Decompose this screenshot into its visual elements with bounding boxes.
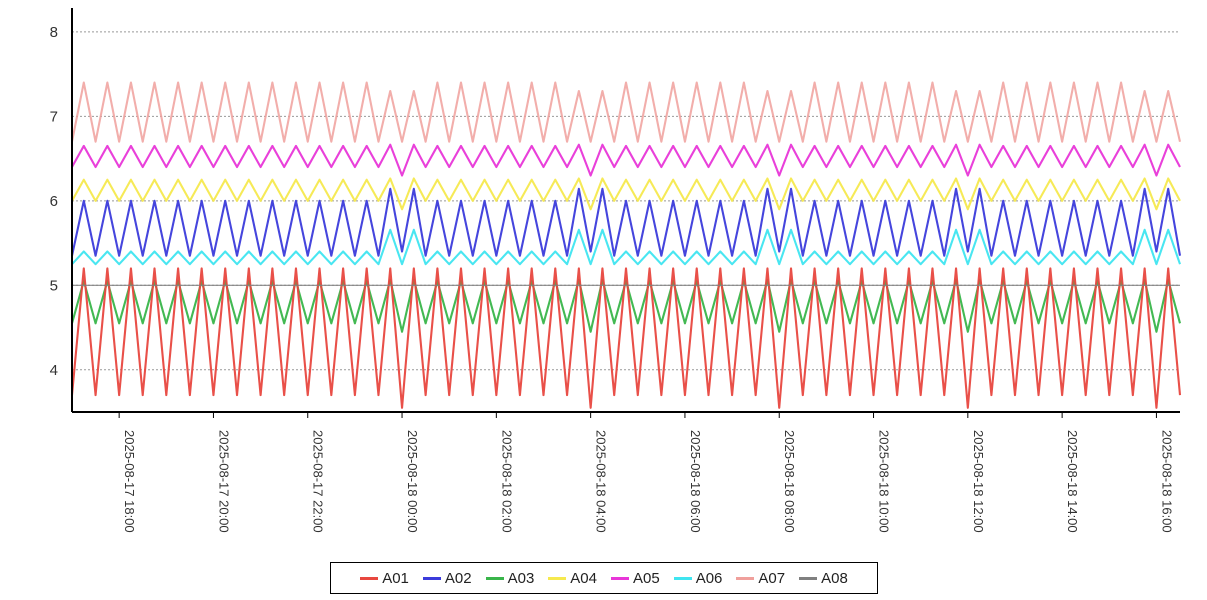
- ytick-label-5: 5: [50, 277, 58, 294]
- ytick-label-4: 4: [50, 362, 58, 379]
- legend-swatch-A05: [611, 577, 629, 580]
- xtick-label-11: 2025-08-18 16:00: [1159, 430, 1174, 533]
- ytick-labels: 4 5 6 7 8: [50, 24, 58, 379]
- legend-label-A04: A04: [570, 570, 597, 587]
- legend-swatch-A03: [486, 577, 504, 580]
- legend-box: A01 A02 A03 A04 A05 A06 A07 A08: [330, 562, 878, 594]
- legend-swatch-A01: [360, 577, 378, 580]
- legend-item-A08[interactable]: A08: [799, 570, 848, 587]
- xtick-label-9: 2025-08-18 12:00: [971, 430, 986, 533]
- series-line-A05: [72, 145, 1180, 176]
- axes-group: [72, 8, 1180, 412]
- series-group: [72, 83, 1180, 408]
- legend-item-A02[interactable]: A02: [423, 570, 472, 587]
- ytick-label-8: 8: [50, 24, 58, 41]
- legend-item-A05[interactable]: A05: [611, 570, 660, 587]
- ytick-label-6: 6: [50, 193, 58, 210]
- xtick-label-4: 2025-08-18 02:00: [499, 430, 514, 533]
- legend-label-A02: A02: [445, 570, 472, 587]
- legend-item-A04[interactable]: A04: [548, 570, 597, 587]
- legend-swatch-A08: [799, 577, 817, 580]
- xtick-label-1: 2025-08-17 20:00: [216, 430, 231, 533]
- legend-label-A03: A03: [508, 570, 535, 587]
- legend-label-A08: A08: [821, 570, 848, 587]
- xtick-label-7: 2025-08-18 08:00: [782, 430, 797, 533]
- series-line-A03: [72, 280, 1180, 332]
- chart-root: 45678 2025-08-17 18:00 2025-08-17 20:00 20…: [0, 0, 1207, 600]
- chart-svg: 45678 2025-08-17 18:00 2025-08-17 20:00 20…: [0, 0, 1207, 600]
- legend-item-A07[interactable]: A07: [736, 570, 785, 587]
- legend-item-A03[interactable]: A03: [486, 570, 535, 587]
- series-line-A07: [72, 83, 1180, 142]
- legend-swatch-A04: [548, 577, 566, 580]
- xtick-label-2: 2025-08-17 22:00: [311, 430, 326, 533]
- legend-item-A06[interactable]: A06: [674, 570, 723, 587]
- legend-swatch-A02: [423, 577, 441, 580]
- xtick-label-6: 2025-08-18 06:00: [688, 430, 703, 533]
- legend-item-A01[interactable]: A01: [360, 570, 409, 587]
- legend-swatch-A07: [736, 577, 754, 580]
- xtick-labels: 2025-08-17 18:00 2025-08-17 20:00 2025-08-…: [119, 412, 1174, 533]
- series-line-A01: [72, 268, 1180, 407]
- xtick-label-10: 2025-08-18 14:00: [1065, 430, 1080, 533]
- legend-label-A01: A01: [382, 570, 409, 587]
- xtick-label-5: 2025-08-18 04:00: [594, 430, 609, 533]
- legend-label-A05: A05: [633, 570, 660, 587]
- legend-label-A06: A06: [696, 570, 723, 587]
- xtick-label-0: 2025-08-17 18:00: [122, 430, 137, 533]
- xtick-label-8: 2025-08-18 10:00: [877, 430, 892, 533]
- legend-swatch-A06: [674, 577, 692, 580]
- xtick-label-3: 2025-08-18 00:00: [405, 430, 420, 533]
- ytick-label-7: 7: [50, 108, 58, 125]
- legend-label-A07: A07: [758, 570, 785, 587]
